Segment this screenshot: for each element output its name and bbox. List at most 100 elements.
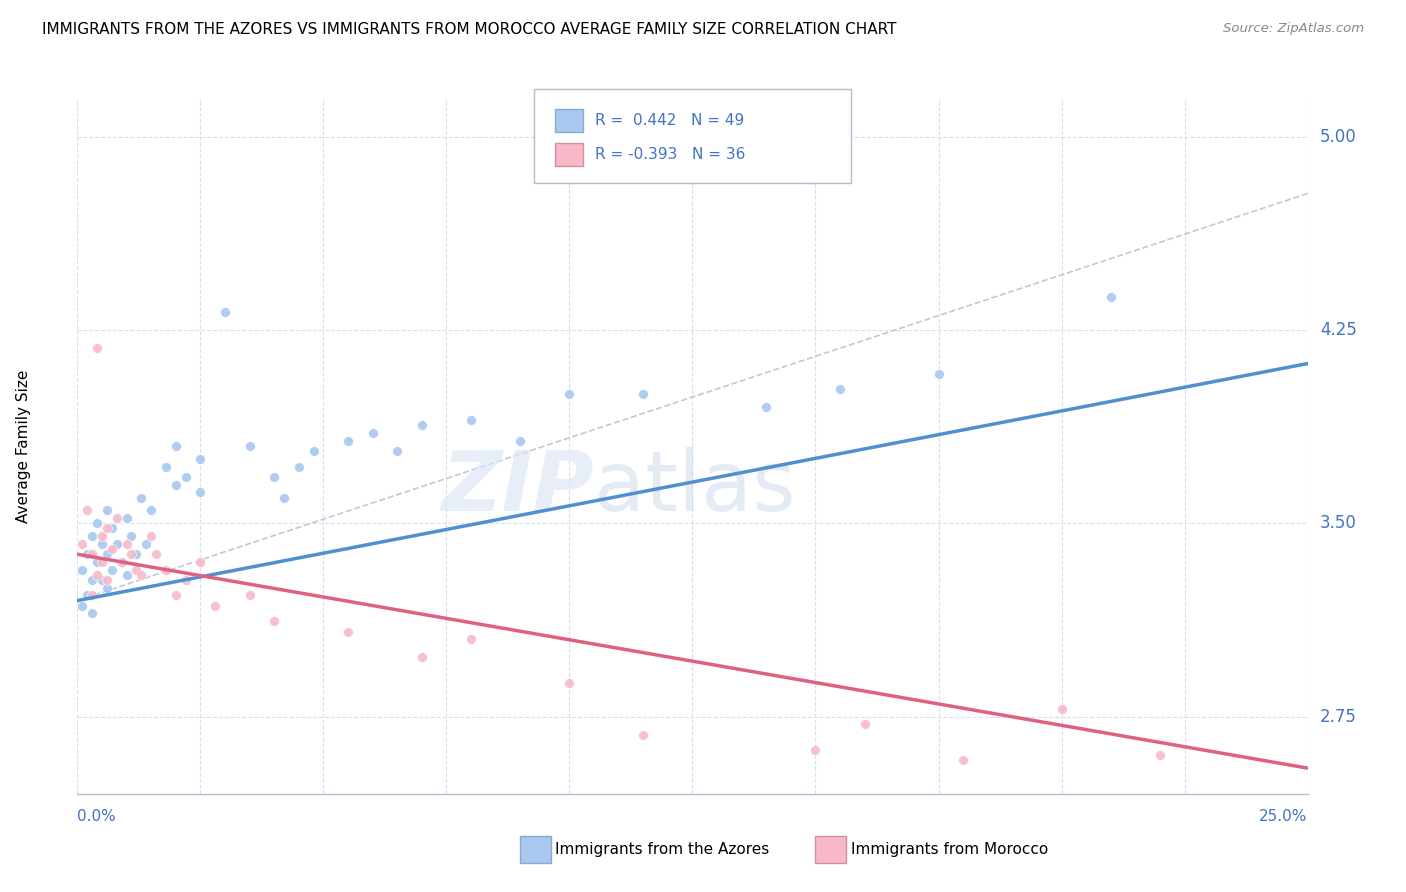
- Point: [558, 387, 581, 401]
- Text: Immigrants from Morocco: Immigrants from Morocco: [851, 842, 1047, 856]
- Point: [90, 537, 114, 551]
- Text: 4.25: 4.25: [1320, 321, 1357, 339]
- Point: [460, 632, 482, 647]
- Point: [90, 573, 114, 587]
- Point: [82, 607, 104, 621]
- Point: [76, 589, 98, 603]
- Point: [509, 434, 531, 448]
- Point: [96, 547, 118, 561]
- Point: [165, 589, 187, 603]
- Point: [239, 589, 262, 603]
- Point: [165, 439, 187, 453]
- Point: [129, 567, 153, 582]
- Point: [263, 614, 285, 628]
- Text: R =  0.442   N = 49: R = 0.442 N = 49: [595, 113, 744, 128]
- Point: [111, 555, 132, 569]
- Point: [86, 567, 108, 582]
- Point: [1149, 748, 1171, 763]
- Point: [204, 599, 226, 613]
- Text: 3.50: 3.50: [1320, 515, 1357, 533]
- Point: [239, 439, 262, 453]
- Point: [302, 444, 325, 458]
- Point: [96, 581, 118, 595]
- Point: [188, 485, 212, 500]
- Point: [82, 589, 104, 603]
- Point: [82, 547, 104, 561]
- Point: [145, 547, 167, 561]
- Point: [174, 470, 197, 484]
- Point: [155, 563, 177, 577]
- Text: Immigrants from the Azores: Immigrants from the Azores: [555, 842, 769, 856]
- Point: [633, 387, 655, 401]
- Point: [115, 537, 138, 551]
- Point: [361, 426, 384, 441]
- Text: R = -0.393   N = 36: R = -0.393 N = 36: [595, 147, 745, 161]
- Point: [121, 529, 143, 543]
- Point: [804, 743, 827, 757]
- Point: [96, 521, 118, 535]
- Point: [101, 563, 124, 577]
- Point: [188, 451, 212, 466]
- Point: [1050, 702, 1073, 716]
- Point: [70, 537, 93, 551]
- Point: [755, 401, 778, 415]
- Point: [633, 728, 655, 742]
- Point: [337, 434, 360, 448]
- Point: [129, 491, 153, 505]
- Point: [830, 382, 852, 396]
- Point: [952, 753, 974, 767]
- Point: [90, 529, 114, 543]
- Text: 25.0%: 25.0%: [1260, 809, 1308, 824]
- Text: 0.0%: 0.0%: [77, 809, 117, 824]
- Point: [165, 477, 187, 491]
- Text: atlas: atlas: [595, 447, 796, 528]
- Point: [558, 676, 581, 690]
- Point: [111, 555, 132, 569]
- Point: [337, 624, 360, 639]
- Point: [115, 511, 138, 525]
- Point: [853, 717, 876, 731]
- Text: ZIP: ZIP: [441, 447, 595, 528]
- Point: [96, 573, 118, 587]
- Text: 2.75: 2.75: [1320, 707, 1357, 725]
- Point: [411, 418, 433, 433]
- Point: [70, 563, 93, 577]
- Point: [928, 367, 950, 381]
- Point: [174, 573, 197, 587]
- Point: [86, 516, 108, 531]
- Point: [121, 547, 143, 561]
- Point: [214, 305, 236, 319]
- Point: [188, 555, 212, 569]
- Point: [86, 341, 108, 355]
- Point: [273, 491, 295, 505]
- Point: [460, 413, 482, 427]
- Text: 5.00: 5.00: [1320, 128, 1357, 145]
- Point: [141, 503, 163, 517]
- Point: [105, 511, 128, 525]
- Point: [96, 503, 118, 517]
- Point: [135, 537, 157, 551]
- Point: [90, 555, 114, 569]
- Point: [101, 521, 124, 535]
- Point: [70, 599, 93, 613]
- Point: [141, 529, 163, 543]
- Point: [101, 542, 124, 557]
- Point: [125, 547, 148, 561]
- Point: [86, 555, 108, 569]
- Point: [82, 573, 104, 587]
- Point: [105, 537, 128, 551]
- Point: [76, 503, 98, 517]
- Point: [115, 567, 138, 582]
- Text: Source: ZipAtlas.com: Source: ZipAtlas.com: [1223, 22, 1364, 36]
- Point: [263, 470, 285, 484]
- Point: [82, 529, 104, 543]
- Point: [385, 444, 409, 458]
- Point: [1099, 289, 1122, 303]
- Point: [125, 563, 148, 577]
- Point: [155, 459, 177, 474]
- Text: Average Family Size: Average Family Size: [15, 369, 31, 523]
- Text: IMMIGRANTS FROM THE AZORES VS IMMIGRANTS FROM MOROCCO AVERAGE FAMILY SIZE CORREL: IMMIGRANTS FROM THE AZORES VS IMMIGRANTS…: [42, 22, 897, 37]
- Point: [411, 650, 433, 665]
- Point: [76, 547, 98, 561]
- Point: [288, 459, 311, 474]
